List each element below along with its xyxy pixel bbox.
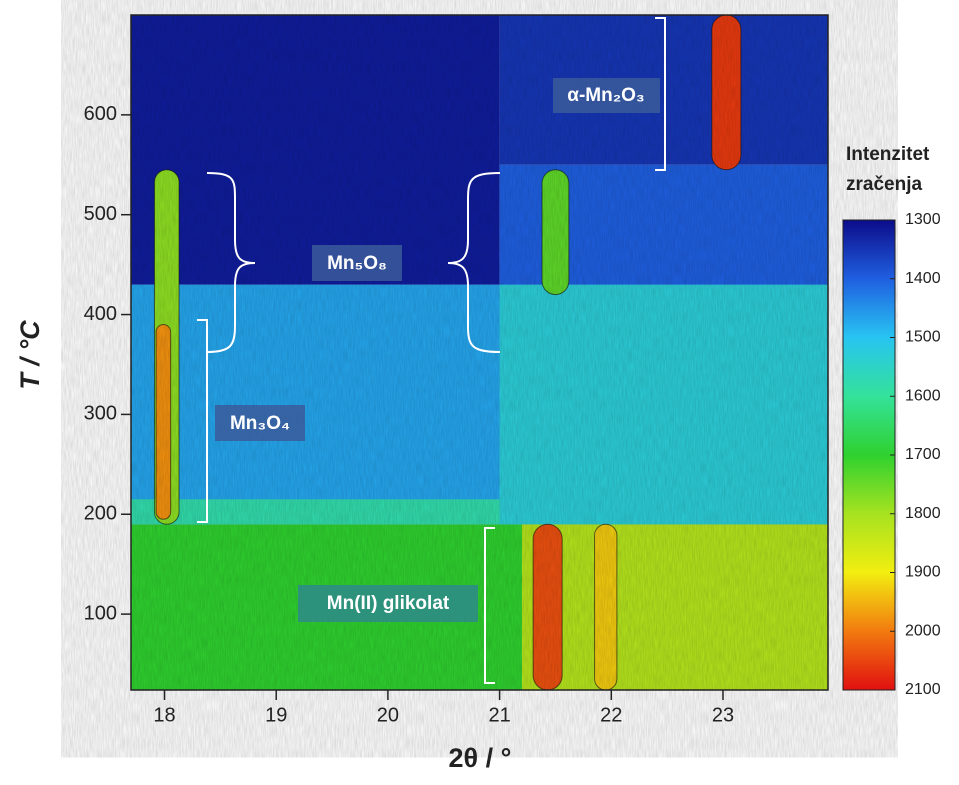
colorbar-tick-label: 1500 [905,329,941,346]
x-tick-label: 23 [712,704,734,726]
y-tick-label: 100 [84,602,117,624]
y-tick-label: 500 [84,203,117,225]
colorbar-tick-label: 1300 [905,211,941,228]
x-tick-label: 20 [377,704,399,726]
label-box [298,585,478,622]
colorbar-tick-label: 2000 [905,622,941,639]
x-tick-label: 19 [265,704,287,726]
x-tick-label: 21 [488,704,510,726]
colorbar [842,219,896,691]
y-tick-label: 400 [84,303,117,325]
brace [206,172,256,353]
y-tick-label: 300 [84,403,117,425]
annotation: α-Mn₂O₃ [567,85,644,106]
colorbar-tick-label: 1600 [905,387,941,404]
bracket [655,17,666,171]
x-tick-label: 18 [153,704,175,726]
label-box [312,245,402,281]
y-tick-label: 600 [84,103,117,125]
annotations: α-Mn₂O₃ Mn₅O₈ Mn₃O₄ Mn(II) glikolat [197,17,666,684]
brace [447,172,501,353]
colorbar-title: zračenja [846,174,922,195]
texture [131,15,828,690]
colorbar-tick-label: 1400 [905,270,941,287]
colorbar-tick-label: 1900 [905,564,941,581]
bracket [484,527,495,684]
bracket [197,319,208,523]
colorbar-tick-label: 2100 [905,681,941,698]
colorbar-tick-label: 1700 [905,446,941,463]
label-box [553,78,660,113]
colorbar-title: Intenzitet [846,144,930,165]
annotation: Mn(II) glikolat [327,593,450,614]
colorbar-tick-label: 1800 [905,505,941,522]
plot-frame [130,14,829,691]
y-axis-label: T / °C [15,320,45,390]
annotation: Mn₃O₄ [230,413,290,434]
annotation: Mn₅O₈ [327,253,387,274]
label-box [215,405,305,441]
x-axis-label: 2θ / ° [449,743,512,773]
y-tick-label: 200 [84,503,117,525]
x-tick-label: 22 [600,704,622,726]
